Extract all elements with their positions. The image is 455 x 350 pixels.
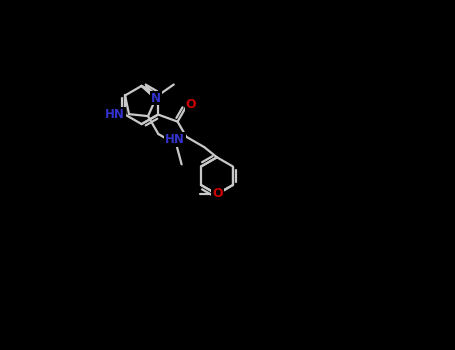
- Text: N: N: [151, 92, 161, 105]
- Text: HN: HN: [165, 133, 185, 146]
- Text: O: O: [212, 187, 223, 200]
- Text: HN: HN: [106, 108, 125, 121]
- Text: O: O: [186, 98, 197, 111]
